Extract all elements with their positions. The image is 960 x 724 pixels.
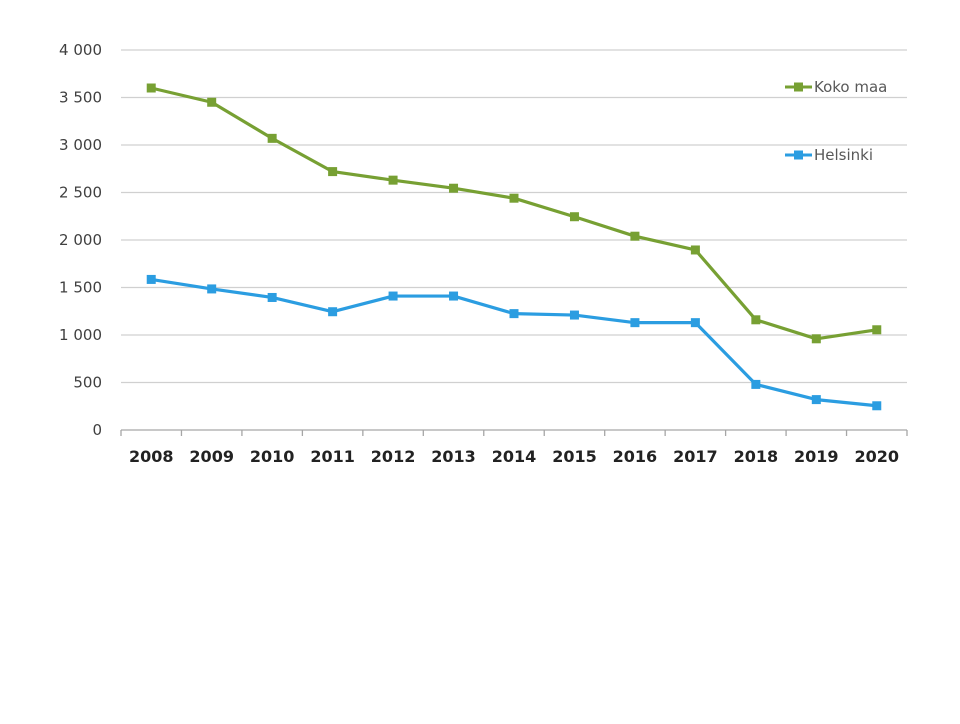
x-tick-label: 2012 [371, 447, 416, 466]
y-tick-label: 3 500 [59, 89, 102, 107]
data-point [690, 245, 700, 255]
x-tick-label: 2016 [613, 447, 658, 466]
y-tick-label: 0 [92, 421, 102, 439]
x-tick-label: 2014 [492, 447, 537, 466]
axes [120, 429, 908, 436]
legend-marker [794, 82, 803, 92]
series-koko-maa [146, 83, 882, 344]
legend-label: Koko maa [814, 78, 887, 96]
series-lines [146, 83, 882, 411]
y-axis-ticks: 4 000 3 500 3 000 2 500 2 000 1 500 1 000 500 0 [59, 41, 102, 439]
data-point [811, 395, 821, 405]
data-point [267, 292, 277, 302]
data-point [509, 309, 519, 319]
series-helsinki [146, 274, 882, 411]
data-point [207, 97, 217, 107]
data-point [811, 334, 821, 344]
data-point [630, 318, 640, 328]
data-point [872, 325, 882, 335]
data-point [751, 379, 761, 389]
data-point [690, 318, 700, 328]
series-line [150, 86, 878, 341]
legend-item: Helsinki [785, 146, 873, 164]
data-point [328, 307, 338, 317]
x-tick-label: 2010 [250, 447, 295, 466]
data-point [569, 310, 579, 320]
y-tick-label: 500 [73, 374, 102, 392]
series-line [150, 277, 877, 408]
legend-item: Koko maa [785, 78, 887, 96]
y-tick-label: 1 500 [59, 279, 102, 297]
x-tick-label: 2019 [794, 447, 839, 466]
x-tick-label: 2020 [855, 447, 900, 466]
y-tick-label: 3 000 [59, 136, 102, 154]
data-point [751, 315, 761, 325]
data-point [388, 291, 398, 301]
x-axis-ticks: 2008 2009 2010 2011 2012 2013 2014 2015 2016 2017… [129, 447, 899, 466]
y-tick-label: 1 000 [59, 326, 102, 344]
y-tick-label: 2 500 [59, 184, 102, 202]
gridlines [121, 49, 907, 384]
x-tick-label: 2018 [734, 447, 779, 466]
legend: Koko maa Helsinki [785, 78, 887, 164]
y-tick-label: 4 000 [59, 41, 102, 59]
legend-label: Helsinki [814, 146, 873, 164]
data-point [207, 284, 217, 294]
x-tick-label: 2011 [310, 447, 355, 466]
data-point [509, 193, 519, 203]
x-tick-label: 2017 [673, 447, 718, 466]
legend-marker [794, 150, 803, 160]
x-tick-label: 2015 [552, 447, 597, 466]
data-point [569, 212, 579, 222]
data-point [449, 183, 459, 193]
x-tick-label: 2008 [129, 447, 174, 466]
y-tick-label: 2 000 [59, 231, 102, 249]
data-point [630, 231, 640, 241]
x-tick-label: 2013 [431, 447, 476, 466]
data-point [146, 83, 156, 93]
data-point [449, 291, 459, 301]
data-point [872, 401, 882, 411]
data-point [146, 274, 156, 284]
data-point [388, 175, 398, 185]
data-point [328, 167, 338, 177]
data-point [267, 133, 277, 143]
x-tick-label: 2009 [189, 447, 234, 466]
